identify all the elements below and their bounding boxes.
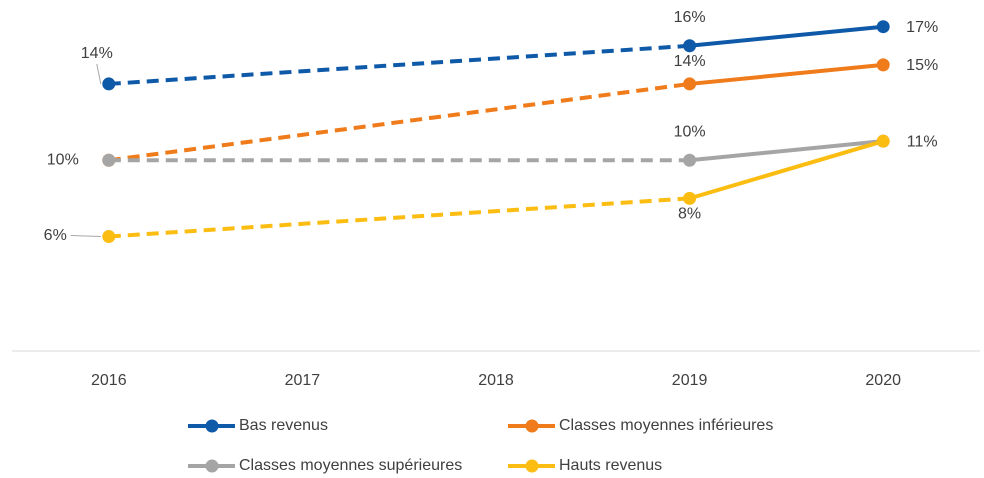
point [876, 58, 890, 72]
series-line [108, 43, 690, 86]
point [876, 134, 890, 148]
x-tick-label: 2019 [672, 372, 708, 389]
value-label: 10% [674, 123, 706, 140]
value-label: 6% [44, 227, 67, 244]
legend-label: Classes moyennes inférieures [559, 417, 773, 434]
value-label: 17% [906, 19, 938, 36]
point [102, 153, 116, 167]
x-tick-label: 2017 [285, 372, 321, 389]
value-label: 11% [907, 133, 938, 150]
value-label: 8% [678, 206, 701, 223]
series-line [108, 81, 690, 163]
x-tick-label: 2020 [865, 372, 901, 389]
value-label: 16% [674, 9, 706, 26]
legend-marker [205, 419, 219, 433]
series-line [689, 62, 884, 86]
legend-label: Classes moyennes supérieures [239, 457, 462, 474]
value-label: 14% [81, 45, 113, 62]
series-line [689, 24, 884, 48]
x-tick-label: 2018 [478, 372, 514, 389]
point [683, 153, 697, 167]
legend-marker [525, 459, 539, 473]
value-label: 15% [906, 57, 938, 74]
leader-line [70, 235, 101, 238]
point [683, 77, 697, 91]
legend-label: Hauts revenus [559, 457, 662, 474]
legend-marker [525, 419, 539, 433]
point [683, 191, 697, 205]
legend-marker [205, 459, 219, 473]
value-label: 10% [47, 151, 79, 168]
series-line [689, 139, 884, 201]
leader-line [96, 63, 102, 85]
x-tick-label: 2016 [91, 372, 127, 389]
point [102, 230, 116, 244]
legend-label: Bas revenus [239, 417, 328, 434]
point [102, 77, 116, 91]
point [683, 39, 697, 53]
point [876, 20, 890, 34]
series-line [108, 196, 690, 239]
series-line [689, 139, 884, 163]
value-label: 14% [674, 53, 706, 70]
